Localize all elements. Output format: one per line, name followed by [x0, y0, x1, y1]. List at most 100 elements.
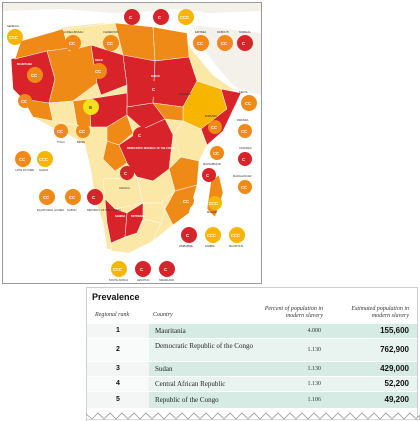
badge-ccc	[37, 151, 53, 167]
label-djibouti: Djibouti	[217, 30, 229, 34]
row-estimated: 52,200	[384, 379, 409, 388]
badge-c	[147, 81, 163, 97]
badge-cc	[241, 95, 257, 111]
badge-c	[237, 35, 253, 51]
table-title: Prevalence	[92, 292, 140, 302]
label-tanzania: Tanzania	[239, 146, 252, 150]
table-row: 2 Democratic Republic of the Congo 1.130…	[87, 339, 417, 361]
svg-text:B: B	[89, 105, 92, 110]
table-row: 1 Mauritania 4.000 155,600	[87, 324, 417, 338]
country-labels: Senegal Guinea-Bissau Cameroon Eritrea D…	[7, 24, 252, 282]
prevalence-table-panel: Prevalence Regional rank Country Percent…	[86, 287, 418, 421]
row-percent: 1.106	[307, 397, 322, 403]
row-percent: 4.000	[307, 328, 322, 334]
badge-b	[83, 99, 99, 115]
row-country: Republic of the Congo	[155, 396, 219, 404]
badge-cc	[103, 35, 119, 51]
label-south-africa: South Africa	[109, 278, 128, 282]
svg-text:CC: CC	[197, 41, 203, 46]
svg-text:CCC: CCC	[231, 233, 240, 238]
table-row: 3 Sudan 1.130 429,000	[87, 362, 417, 376]
badge-cc	[217, 35, 233, 51]
badge-c	[238, 152, 252, 166]
badge-c	[87, 189, 103, 205]
label-botswana: Botswana	[131, 215, 145, 218]
badge-cc	[39, 189, 55, 205]
badge-ccc	[7, 29, 23, 45]
table-row: 5 Republic of the Congo 1.106 49,200	[87, 392, 417, 408]
region-south-africa	[110, 218, 162, 254]
header-regional-rank: Regional rank	[95, 312, 130, 318]
svg-text:C: C	[242, 157, 245, 162]
svg-text:CCC: CCC	[9, 35, 18, 40]
badge-ccc	[229, 227, 245, 243]
svg-text:C: C	[92, 195, 95, 200]
table-row: 4 Central African Republic 1.130 52,200	[87, 377, 417, 391]
row-estimated: 429,000	[380, 364, 409, 373]
badge-c	[135, 261, 151, 277]
svg-text:CC: CC	[95, 69, 101, 74]
label-angola: Angola	[119, 186, 130, 190]
badge-cc	[91, 63, 107, 79]
badge-cc	[65, 189, 81, 205]
svg-text:C: C	[138, 133, 141, 138]
badge-cc	[18, 94, 32, 108]
svg-text:CC: CC	[31, 73, 37, 78]
label-somalia: Somalia	[239, 30, 251, 34]
svg-text:C: C	[129, 15, 132, 20]
label-togo: Togo	[57, 140, 65, 144]
region-gabon-congo	[102, 140, 128, 172]
row-rank: 5	[116, 396, 120, 403]
svg-text:CCC: CCC	[209, 201, 218, 206]
label-madagascar: Madagascar	[233, 174, 252, 178]
label-burundi: Burundi	[205, 114, 217, 118]
label-mozambique: Mozambique	[203, 162, 221, 166]
header-percent-population: Percent of population in modern slavery	[264, 306, 323, 319]
badge-ccc	[111, 261, 127, 277]
row-country: Central African Republic	[155, 380, 226, 388]
label-malawi: Malawi	[207, 210, 217, 214]
badge-cc	[27, 67, 43, 83]
badge-cc	[54, 124, 68, 138]
row-country: Mauritania	[155, 327, 186, 335]
svg-text:CC: CC	[69, 41, 75, 46]
label-equatorial-guinea: Equatorial Guinea	[37, 208, 64, 212]
label-republic-congo: Republic of the Congo	[87, 208, 121, 212]
svg-text:CC: CC	[57, 129, 63, 134]
badge-ccc	[178, 9, 194, 25]
svg-text:C: C	[158, 15, 161, 20]
row-estimated: 155,600	[380, 326, 409, 335]
badge-c	[202, 168, 216, 182]
label-eritrea: Eritrea	[195, 30, 207, 34]
badge-cc	[193, 35, 209, 51]
badge-c	[153, 9, 169, 25]
badge-cc	[208, 120, 222, 134]
badge-cc	[180, 194, 194, 208]
svg-text:C: C	[186, 233, 189, 238]
svg-text:CCC: CCC	[39, 157, 48, 162]
label-zambia: Zambia	[205, 244, 215, 248]
badge-cc	[238, 124, 252, 138]
svg-text:C: C	[140, 267, 143, 272]
label-swaziland: Swaziland	[159, 278, 174, 282]
row-rank: 4	[116, 380, 120, 387]
label-niger: Niger	[95, 59, 103, 62]
svg-text:CCC: CCC	[180, 15, 189, 20]
svg-text:C: C	[124, 171, 127, 176]
africa-map-panel: C C CCC CCC CC CC CC CC C CC CC C CC CC …	[2, 2, 262, 284]
badge-cc	[238, 180, 252, 194]
svg-text:C: C	[242, 41, 245, 46]
row-estimated: 762,900	[380, 345, 409, 354]
row-percent: 1.130	[307, 381, 322, 387]
rating-badges: C C CCC CCC CC CC CC CC C CC CC C CC CC …	[7, 9, 257, 277]
badge-ccc	[208, 196, 222, 210]
svg-text:CC: CC	[19, 157, 25, 162]
torn-edge	[86, 412, 420, 420]
svg-text:C: C	[164, 267, 167, 272]
svg-text:CC: CC	[69, 195, 75, 200]
svg-text:CC: CC	[245, 101, 251, 106]
label-sudan: Sudan	[151, 75, 160, 78]
label-zimbabwe: Zimbabwe	[179, 244, 193, 248]
label-gabon: Gabon	[67, 208, 76, 212]
svg-text:CC: CC	[107, 41, 113, 46]
